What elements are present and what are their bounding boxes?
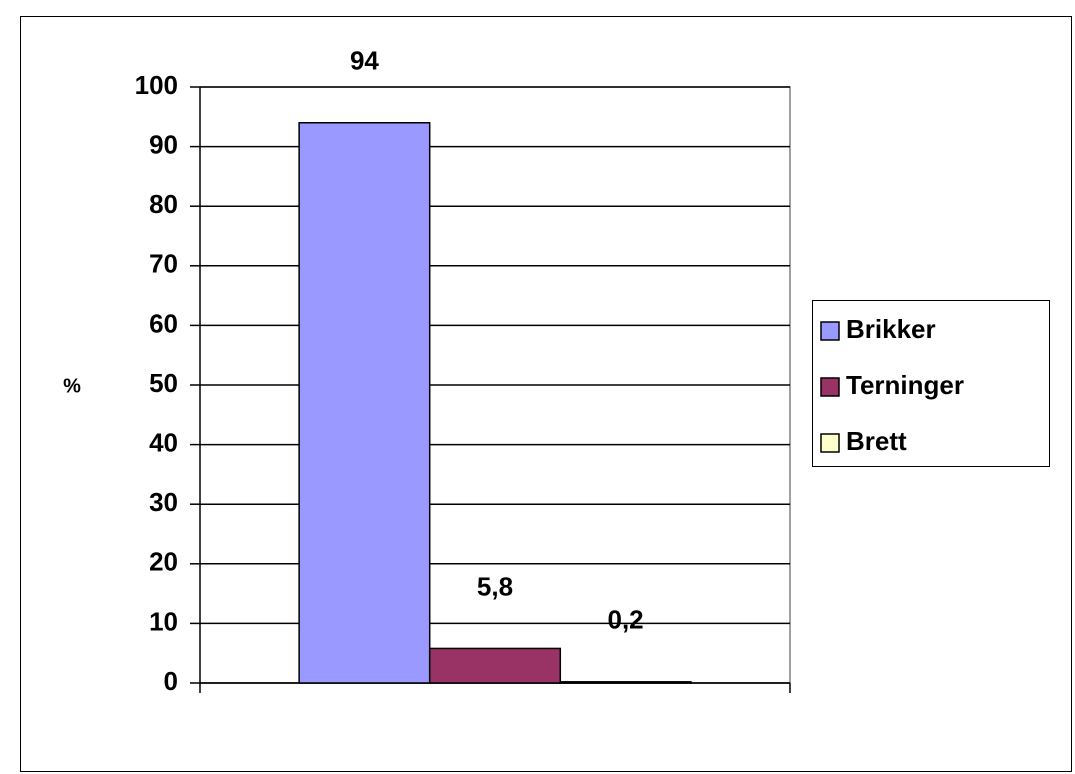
- y-tick-label: 50: [149, 368, 178, 398]
- bar: [428, 647, 562, 684]
- legend-swatch: [820, 321, 840, 341]
- y-axis-label: %: [63, 375, 81, 397]
- value-label: 94: [350, 46, 379, 76]
- y-tick-label: 10: [149, 606, 178, 636]
- bar: [559, 681, 692, 684]
- value-label: 5,8: [477, 571, 513, 601]
- legend-swatch: [820, 377, 840, 397]
- legend-swatch: [820, 433, 840, 453]
- legend-label: Brikker: [846, 314, 936, 344]
- y-tick-label: 0: [164, 666, 178, 696]
- y-tick-label: 20: [149, 547, 178, 577]
- y-tick-label: 100: [135, 70, 178, 100]
- legend-label: Brett: [846, 426, 907, 456]
- value-label: 0,2: [608, 605, 644, 635]
- bar: [298, 122, 431, 684]
- y-tick-label: 90: [149, 129, 178, 159]
- y-tick-label: 70: [149, 249, 178, 279]
- y-tick-label: 80: [149, 189, 178, 219]
- legend-label: Terninger: [846, 370, 964, 400]
- y-tick-label: 60: [149, 308, 178, 338]
- legend-box: [812, 300, 1050, 467]
- y-tick-label: 40: [149, 427, 178, 457]
- y-tick-label: 30: [149, 487, 178, 517]
